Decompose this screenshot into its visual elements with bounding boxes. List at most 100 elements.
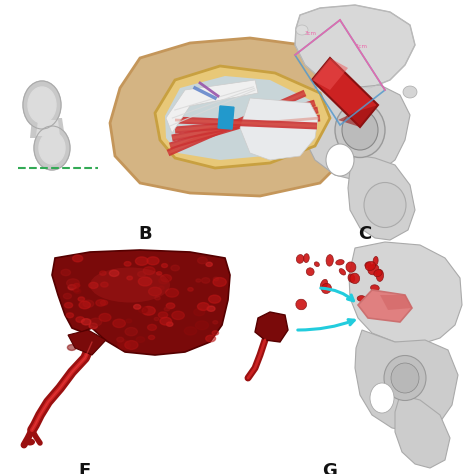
Ellipse shape bbox=[61, 269, 71, 275]
Ellipse shape bbox=[125, 328, 137, 336]
Polygon shape bbox=[110, 38, 355, 196]
Polygon shape bbox=[355, 330, 458, 432]
Bar bbox=[218, 106, 234, 129]
Polygon shape bbox=[68, 330, 106, 355]
Ellipse shape bbox=[138, 277, 152, 286]
Ellipse shape bbox=[120, 344, 128, 349]
Ellipse shape bbox=[28, 87, 56, 123]
Ellipse shape bbox=[73, 255, 83, 262]
Ellipse shape bbox=[147, 257, 159, 265]
Ellipse shape bbox=[296, 299, 307, 310]
Ellipse shape bbox=[34, 126, 70, 170]
Ellipse shape bbox=[326, 255, 333, 266]
Ellipse shape bbox=[198, 257, 207, 264]
Ellipse shape bbox=[207, 306, 215, 311]
Ellipse shape bbox=[136, 257, 148, 265]
Ellipse shape bbox=[156, 272, 162, 275]
Polygon shape bbox=[348, 155, 415, 240]
Ellipse shape bbox=[321, 283, 331, 293]
Ellipse shape bbox=[76, 317, 84, 322]
Polygon shape bbox=[312, 58, 378, 127]
Ellipse shape bbox=[365, 262, 371, 268]
Ellipse shape bbox=[82, 319, 91, 325]
Ellipse shape bbox=[159, 286, 164, 290]
Ellipse shape bbox=[117, 337, 124, 342]
Polygon shape bbox=[300, 85, 410, 180]
Polygon shape bbox=[36, 120, 60, 136]
Ellipse shape bbox=[134, 304, 141, 309]
Ellipse shape bbox=[403, 86, 417, 98]
Ellipse shape bbox=[374, 270, 382, 277]
Polygon shape bbox=[395, 395, 450, 468]
Ellipse shape bbox=[73, 288, 79, 292]
Ellipse shape bbox=[188, 288, 193, 291]
Polygon shape bbox=[52, 250, 230, 355]
Ellipse shape bbox=[198, 302, 209, 310]
Ellipse shape bbox=[39, 132, 65, 164]
Polygon shape bbox=[380, 295, 412, 310]
Ellipse shape bbox=[213, 321, 218, 324]
Ellipse shape bbox=[64, 293, 72, 299]
Ellipse shape bbox=[346, 262, 356, 272]
Polygon shape bbox=[166, 80, 258, 133]
Ellipse shape bbox=[166, 322, 173, 326]
Ellipse shape bbox=[368, 264, 379, 275]
Ellipse shape bbox=[342, 110, 378, 150]
Ellipse shape bbox=[67, 279, 79, 287]
Ellipse shape bbox=[118, 341, 130, 349]
Ellipse shape bbox=[68, 284, 76, 290]
Ellipse shape bbox=[147, 324, 156, 330]
Polygon shape bbox=[358, 290, 412, 322]
Ellipse shape bbox=[335, 102, 385, 157]
Ellipse shape bbox=[127, 276, 133, 280]
Polygon shape bbox=[165, 76, 318, 160]
Ellipse shape bbox=[336, 260, 344, 265]
Ellipse shape bbox=[100, 271, 106, 275]
Ellipse shape bbox=[159, 277, 169, 284]
Ellipse shape bbox=[148, 336, 155, 339]
Ellipse shape bbox=[138, 307, 147, 313]
Ellipse shape bbox=[364, 182, 406, 228]
Ellipse shape bbox=[206, 262, 212, 266]
Ellipse shape bbox=[91, 339, 101, 346]
Ellipse shape bbox=[212, 331, 219, 335]
Ellipse shape bbox=[209, 295, 221, 303]
Ellipse shape bbox=[320, 279, 328, 290]
Ellipse shape bbox=[125, 341, 138, 349]
Polygon shape bbox=[338, 105, 378, 127]
Ellipse shape bbox=[357, 296, 366, 301]
Ellipse shape bbox=[326, 144, 354, 176]
Ellipse shape bbox=[365, 262, 375, 271]
Ellipse shape bbox=[303, 254, 309, 263]
Polygon shape bbox=[155, 66, 330, 168]
Ellipse shape bbox=[90, 318, 101, 326]
Ellipse shape bbox=[126, 319, 132, 323]
Ellipse shape bbox=[78, 297, 84, 301]
Ellipse shape bbox=[137, 272, 146, 277]
Ellipse shape bbox=[100, 301, 108, 305]
Ellipse shape bbox=[148, 287, 162, 296]
Ellipse shape bbox=[196, 279, 201, 282]
Ellipse shape bbox=[89, 283, 98, 289]
Ellipse shape bbox=[348, 274, 355, 283]
Polygon shape bbox=[255, 312, 288, 342]
Ellipse shape bbox=[164, 307, 170, 311]
Ellipse shape bbox=[113, 319, 126, 328]
Ellipse shape bbox=[350, 273, 360, 283]
Polygon shape bbox=[312, 58, 348, 90]
Ellipse shape bbox=[184, 327, 197, 335]
Ellipse shape bbox=[306, 268, 314, 275]
Ellipse shape bbox=[100, 282, 108, 287]
Ellipse shape bbox=[339, 269, 346, 275]
Ellipse shape bbox=[194, 309, 205, 316]
Ellipse shape bbox=[155, 296, 160, 300]
Text: 1cm: 1cm bbox=[355, 44, 367, 49]
Text: C: C bbox=[358, 225, 372, 243]
Text: B: B bbox=[138, 225, 152, 243]
Ellipse shape bbox=[206, 335, 216, 342]
Polygon shape bbox=[349, 242, 462, 345]
Ellipse shape bbox=[109, 270, 119, 276]
Text: G: G bbox=[323, 462, 337, 474]
Ellipse shape bbox=[96, 300, 106, 306]
Ellipse shape bbox=[171, 265, 179, 271]
